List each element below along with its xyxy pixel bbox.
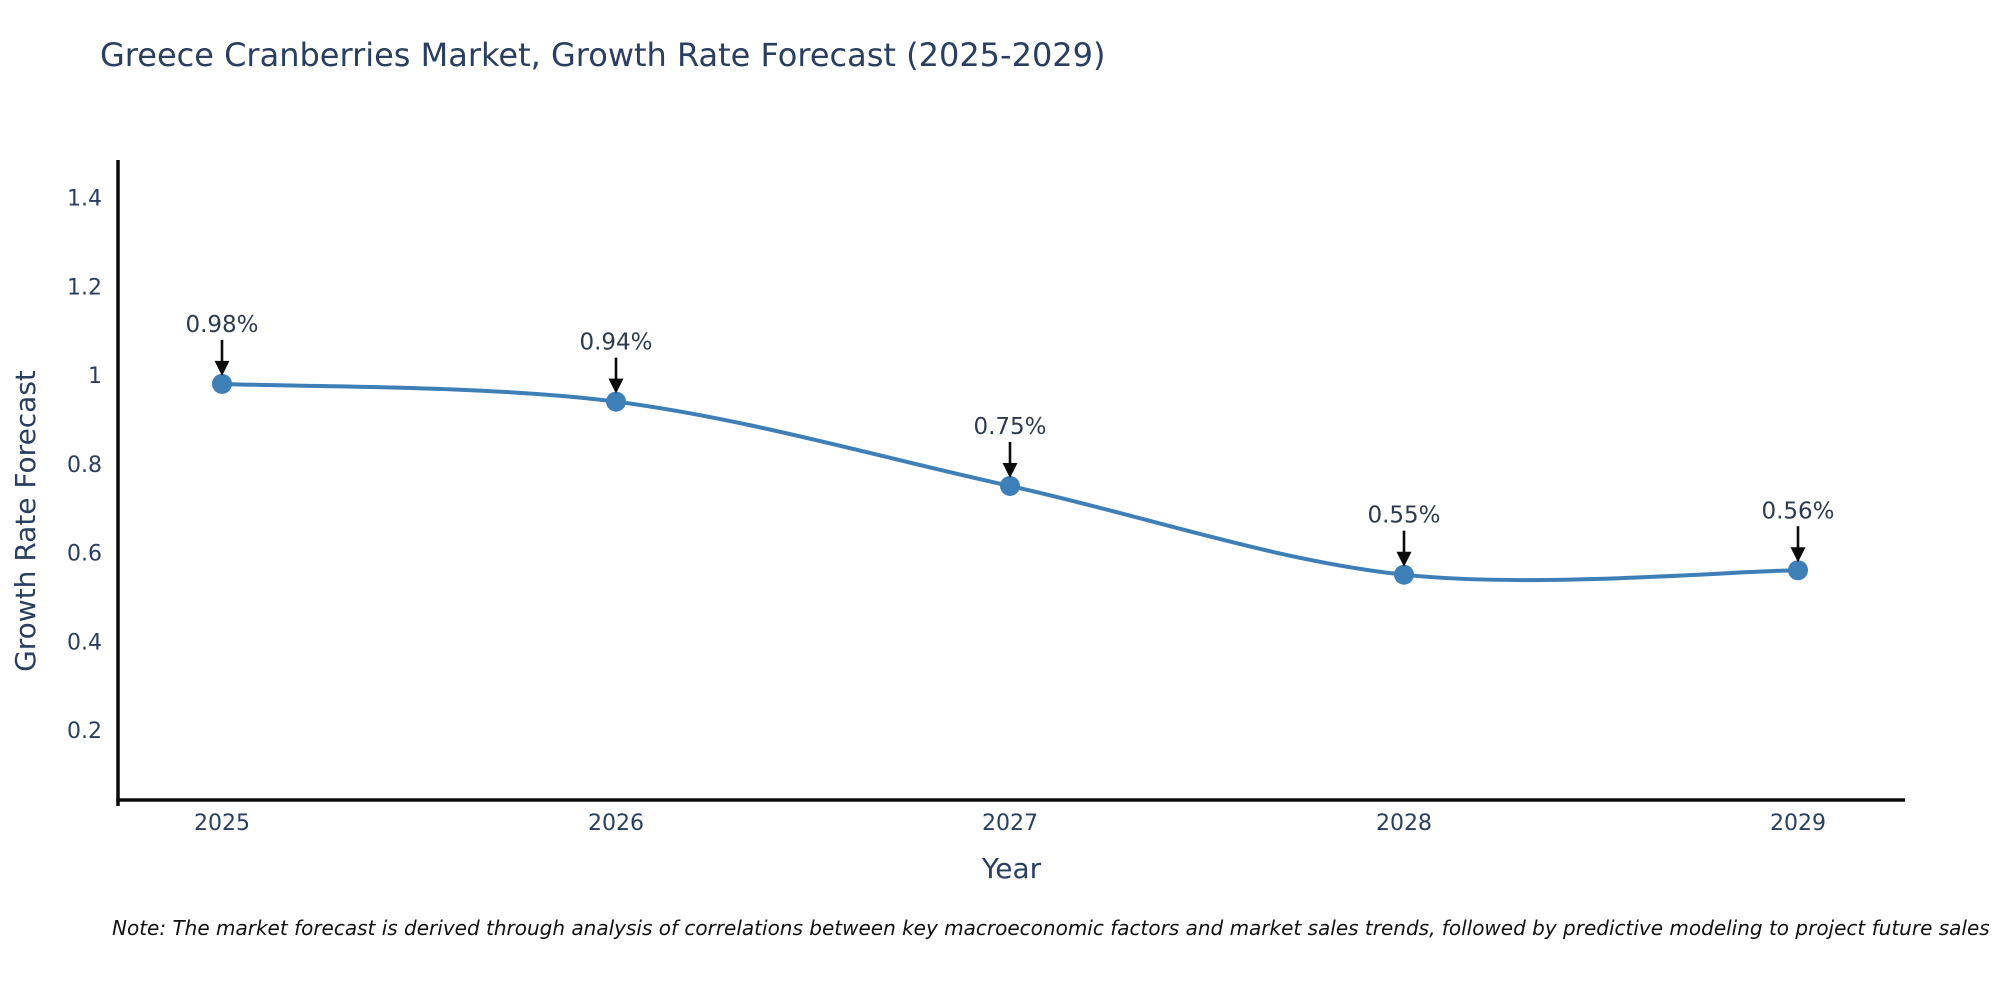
y-tick-label: 1.2 [67,275,102,300]
x-tick-label: 2025 [194,811,250,836]
annotation-arrowhead [1002,462,1018,478]
y-tick-label: 0.8 [67,453,102,478]
annotation-arrowhead [1396,551,1412,567]
annotation-arrowhead [1790,547,1806,563]
data-point [1788,560,1808,581]
data-point [1394,564,1414,585]
y-tick-label: 1.4 [67,187,102,212]
x-tick-label: 2029 [1770,811,1826,836]
footnote: Note: The market forecast is derived thr… [112,916,1990,940]
point-annotation: 0.55% [1367,503,1440,529]
point-annotation: 0.56% [1761,498,1834,524]
annotation-arrowhead [608,378,624,394]
data-point [1000,475,1020,496]
data-point [212,373,232,394]
x-tick-label: 2027 [982,811,1038,836]
point-annotation: 0.98% [185,312,258,338]
x-axis-label: Year [981,852,1042,885]
y-tick-label: 0.4 [67,630,102,655]
y-tick-label: 0.2 [67,719,102,744]
x-tick-label: 2026 [588,811,644,836]
y-tick-label: 0.6 [67,542,102,567]
point-annotation: 0.94% [579,330,652,356]
y-tick-label: 1 [88,364,102,389]
data-point [606,391,626,412]
annotation-arrowhead [214,360,230,376]
x-tick-label: 2028 [1376,811,1432,836]
chart-title: Greece Cranberries Market, Growth Rate F… [100,36,1106,74]
point-annotation: 0.75% [973,414,1046,440]
